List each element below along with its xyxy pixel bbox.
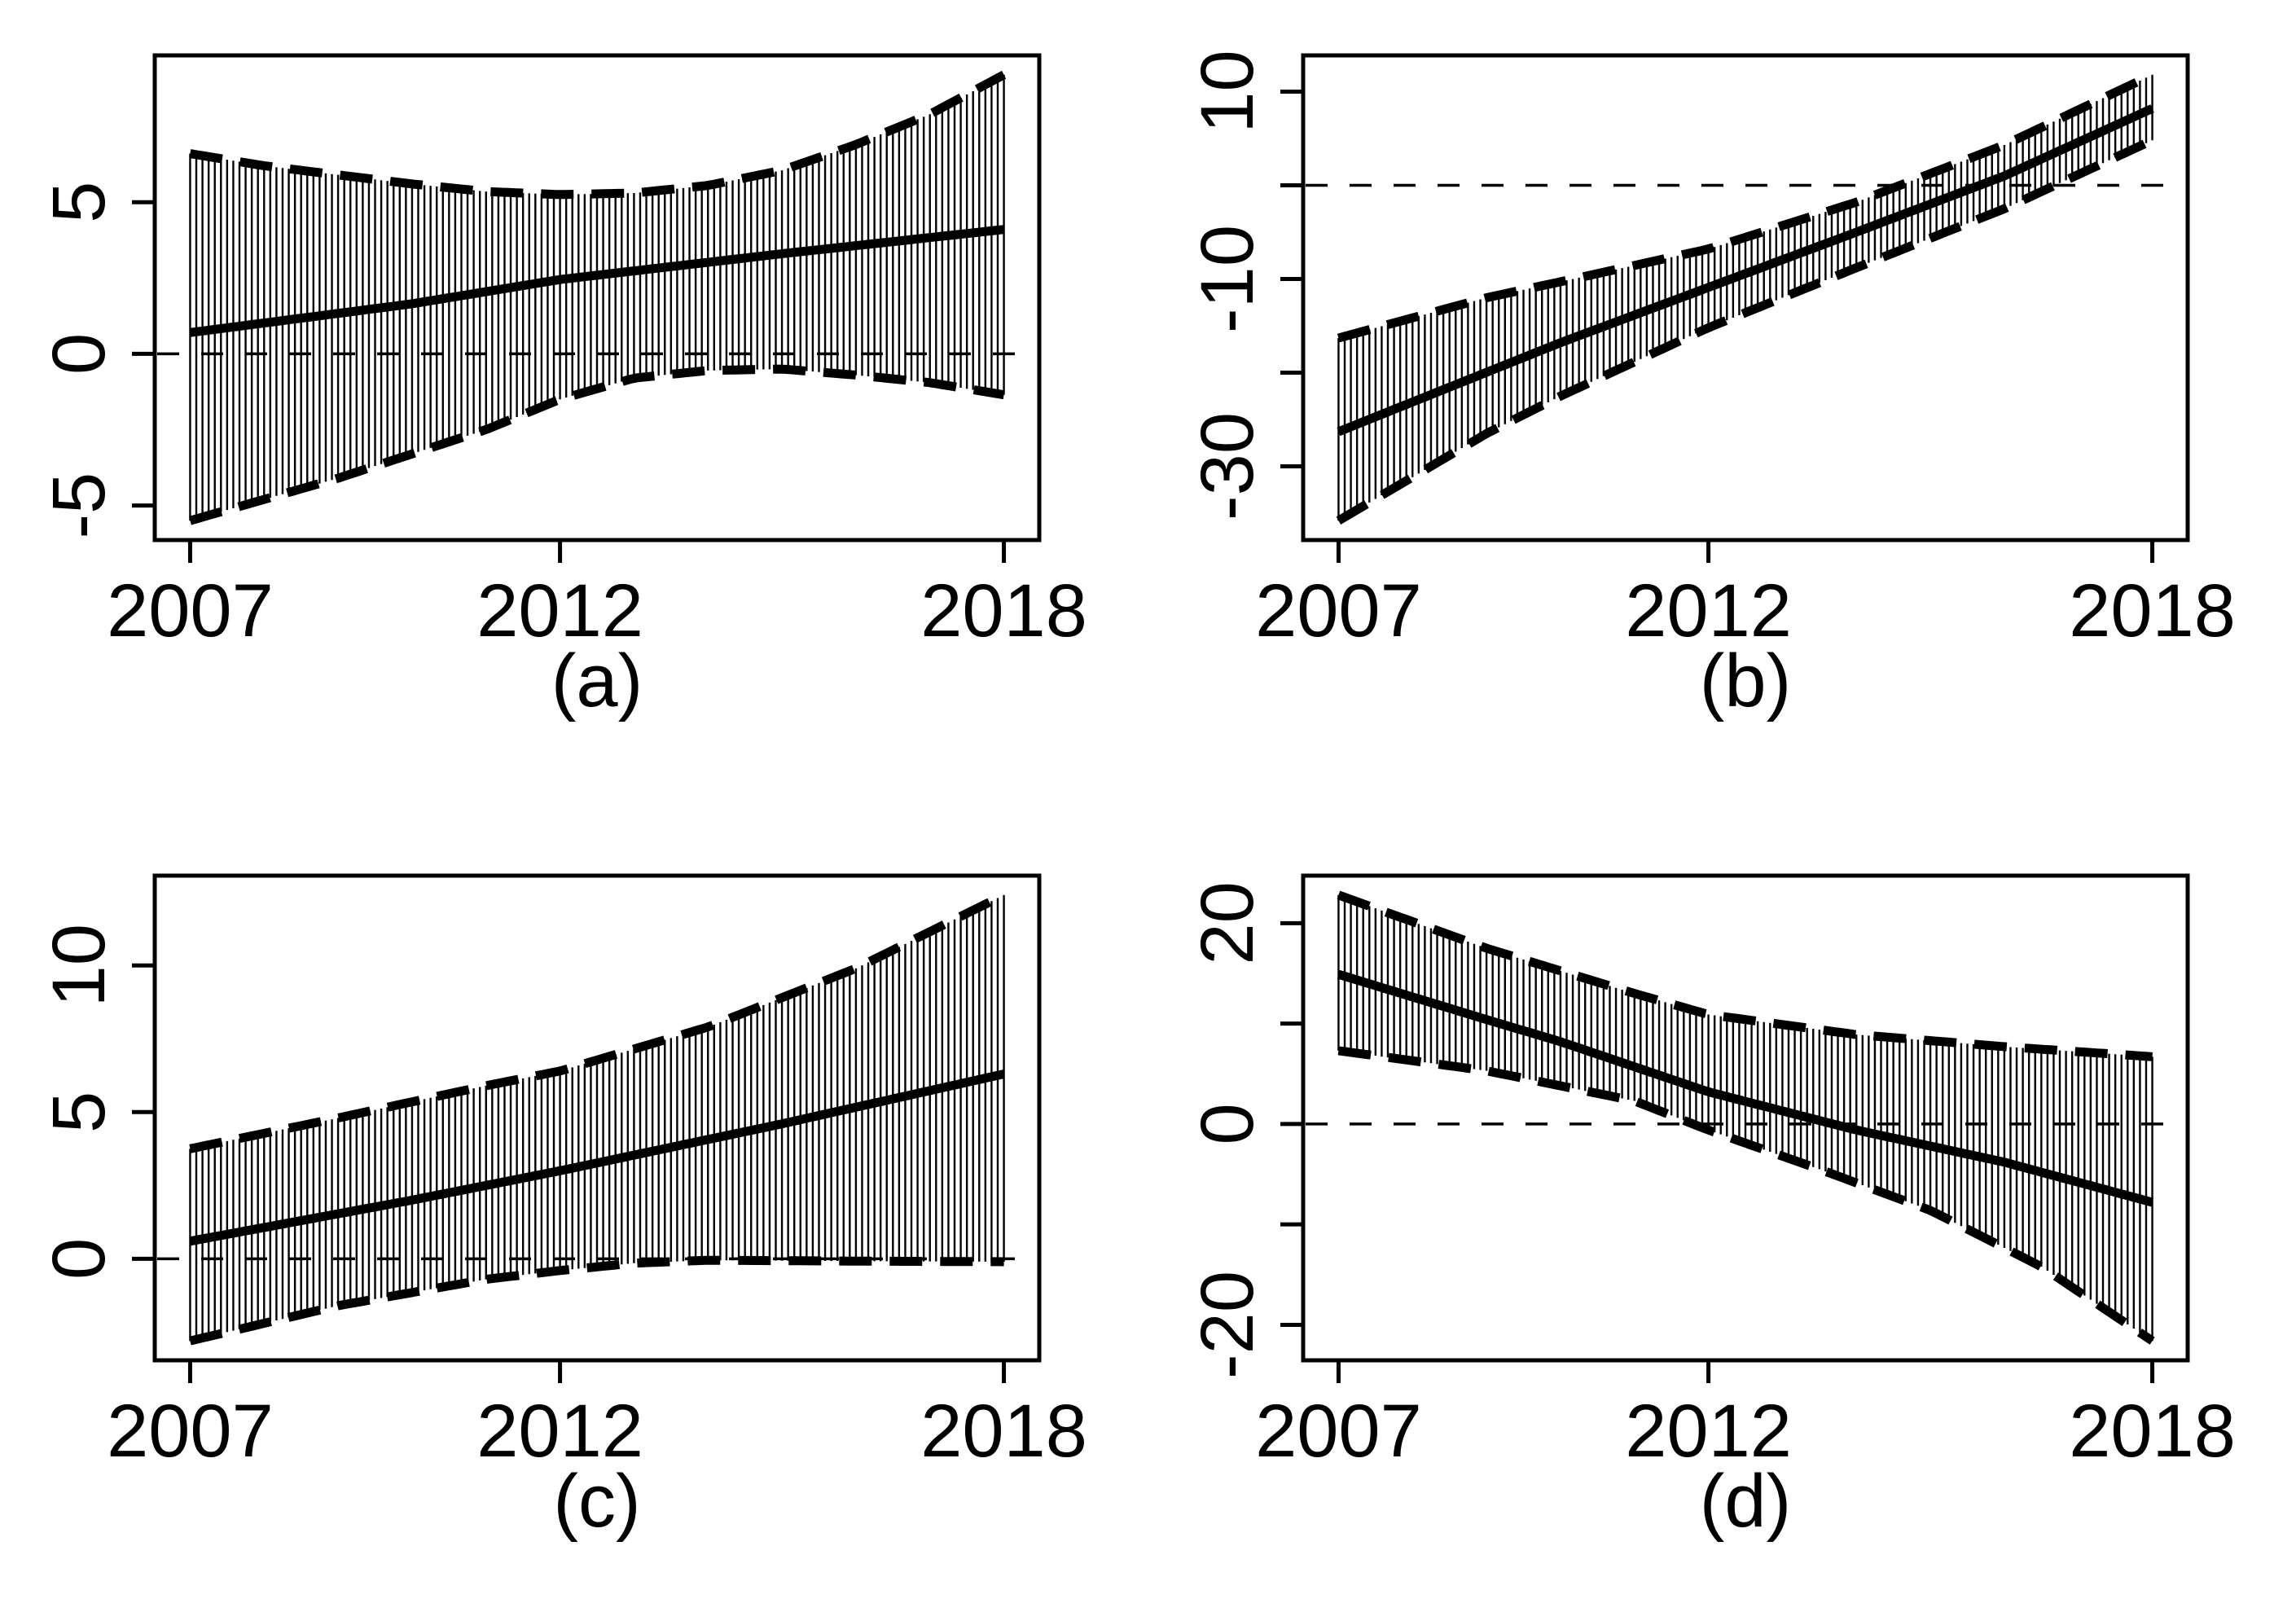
y-axis: 10 -10 -30 xyxy=(1186,50,1303,520)
y-tick-label: 0 xyxy=(1186,1103,1269,1144)
ci-hatch-band xyxy=(1337,74,2153,521)
y-tick-label: 0 xyxy=(37,333,121,375)
lower-ci-line xyxy=(189,1255,1004,1346)
lower-ci-line xyxy=(188,364,1005,525)
x-tick-label: 2012 xyxy=(476,569,643,652)
x-axis: 2007 2012 2018 xyxy=(1255,1360,2236,1473)
plot-box xyxy=(152,873,1042,1363)
y-tick-label: 20 xyxy=(1186,881,1269,964)
panel-a-caption: (a) xyxy=(551,639,643,723)
x-tick-label: 2007 xyxy=(107,1390,274,1473)
x-tick-label: 2018 xyxy=(2069,569,2236,652)
y-tick-label: -20 xyxy=(1186,1271,1269,1379)
upper-ci-line xyxy=(189,890,1007,1153)
plot-box xyxy=(1301,53,2190,542)
x-tick-label: 2007 xyxy=(107,569,274,652)
chart-a-svg: 2007 2012 2018 5 0 -5 xyxy=(37,53,1087,652)
panel-c: 2007 2012 2018 10 5 0 (c) xyxy=(0,827,1148,1609)
chart-b-svg: 2007 2012 2018 10 -10 -30 xyxy=(1186,50,2236,652)
y-tick-label: 0 xyxy=(37,1238,121,1280)
x-tick-label: 2012 xyxy=(476,1390,643,1473)
estimate-line xyxy=(1337,969,2154,1207)
x-axis: 2007 2012 2018 xyxy=(1255,540,2236,652)
y-axis: 20 0 -20 xyxy=(1186,881,1303,1379)
x-tick-label: 2018 xyxy=(920,569,1087,652)
y-axis: 10 5 0 xyxy=(37,924,155,1280)
estimate-line xyxy=(189,1070,1005,1246)
lower-ci-line xyxy=(1337,1046,2155,1345)
plot-box xyxy=(152,53,1042,542)
y-tick-label: 5 xyxy=(37,182,121,223)
ci-hatch-band xyxy=(1337,894,2153,1342)
x-tick-label: 2018 xyxy=(2069,1390,2236,1473)
panel-d-caption: (d) xyxy=(1699,1460,1792,1543)
y-axis: 5 0 -5 xyxy=(37,182,155,539)
plot-box xyxy=(1301,873,2190,1363)
estimate-line xyxy=(189,225,1005,337)
panel-a: 2007 2012 2018 5 0 -5 (a) xyxy=(0,7,1148,788)
x-tick-label: 2018 xyxy=(920,1390,1087,1473)
upper-ci-line xyxy=(1337,890,2153,1061)
estimate-line xyxy=(1337,104,2154,437)
y-tick-label: -30 xyxy=(1186,412,1269,520)
chart-c-svg: 2007 2012 2018 10 5 0 xyxy=(37,873,1087,1473)
x-axis: 2007 2012 2018 xyxy=(107,540,1087,652)
x-tick-label: 2012 xyxy=(1625,569,1792,652)
y-tick-label: -10 xyxy=(1186,225,1269,333)
x-tick-label: 2012 xyxy=(1625,1390,1792,1473)
upper-ci-line xyxy=(1337,70,2154,343)
x-axis: 2007 2012 2018 xyxy=(107,1360,1087,1473)
panel-d: 2007 2012 2018 20 0 -20 (d) xyxy=(1148,827,2296,1609)
lower-ci-line xyxy=(1336,136,2154,525)
panel-b: 2007 2012 2018 10 -10 -30 (b) xyxy=(1148,7,2296,788)
upper-ci-line xyxy=(189,70,1007,200)
y-tick-label: 5 xyxy=(37,1092,121,1133)
ci-hatch-band xyxy=(189,894,1005,1342)
y-tick-label: 10 xyxy=(37,924,121,1007)
x-tick-label: 2007 xyxy=(1255,1390,1422,1473)
ci-hatch-band xyxy=(189,74,1005,521)
panel-c-caption: (c) xyxy=(553,1460,641,1543)
chart-d-svg: 2007 2012 2018 20 0 -20 xyxy=(1186,873,2236,1473)
y-tick-label: -5 xyxy=(37,472,121,539)
panel-b-caption: (b) xyxy=(1699,639,1792,723)
x-tick-label: 2007 xyxy=(1255,569,1422,652)
y-tick-label: 10 xyxy=(1186,50,1269,133)
